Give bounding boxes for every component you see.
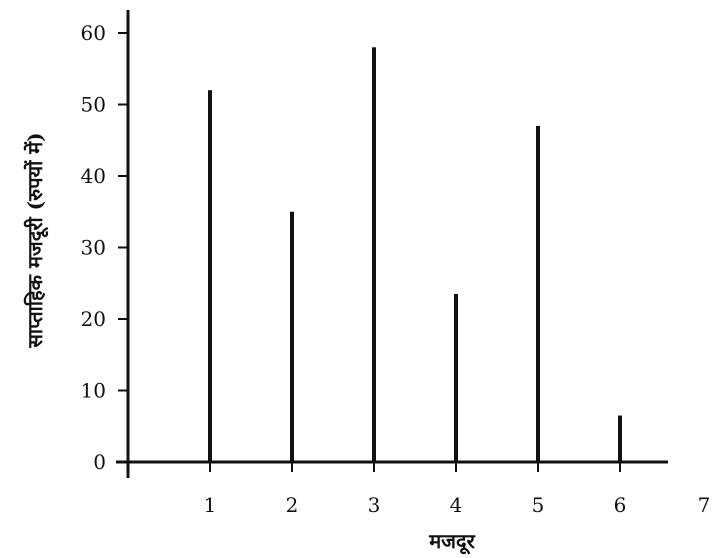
bars bbox=[208, 47, 622, 463]
axes bbox=[116, 10, 668, 478]
y-tick-label: 50 bbox=[81, 93, 106, 117]
x-axis-title: मजदूर bbox=[428, 529, 475, 555]
y-tick-label: 40 bbox=[81, 164, 106, 188]
bar bbox=[372, 47, 376, 463]
x-ticks: 1 2 3 4 5 6 7 bbox=[204, 462, 711, 517]
y-tick-label: 10 bbox=[81, 379, 106, 403]
x-tick-label: 2 bbox=[286, 493, 299, 517]
x-tick-label: 5 bbox=[532, 493, 545, 517]
x-tick-label: 4 bbox=[450, 493, 463, 517]
bar bbox=[618, 415, 622, 462]
x-tick-label: 7 bbox=[698, 493, 711, 517]
y-ticks: 0 10 20 30 40 50 60 bbox=[81, 21, 128, 474]
x-tick-label: 3 bbox=[368, 493, 381, 517]
y-tick-label: 0 bbox=[93, 450, 106, 474]
y-tick-label: 20 bbox=[81, 307, 106, 331]
y-tick-label: 30 bbox=[81, 236, 106, 260]
y-tick-label: 60 bbox=[81, 21, 106, 45]
bar bbox=[290, 211, 294, 462]
bar bbox=[454, 293, 458, 462]
y-axis-title: साप्ताहिक मजदूरी (रुपयों में) bbox=[23, 132, 49, 348]
bar bbox=[208, 90, 212, 462]
bar bbox=[536, 125, 540, 462]
x-tick-label: 6 bbox=[614, 493, 627, 517]
x-tick-label: 1 bbox=[204, 493, 217, 517]
